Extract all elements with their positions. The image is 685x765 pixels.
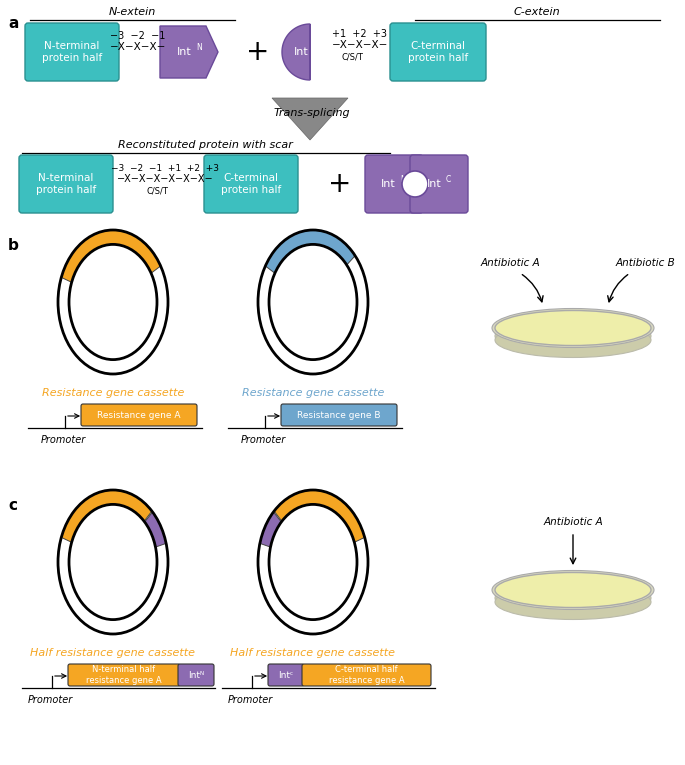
Text: C: C [313,43,319,51]
Polygon shape [265,230,355,273]
FancyBboxPatch shape [410,155,468,213]
Text: Int: Int [427,179,441,189]
Text: Int: Int [381,179,395,189]
Text: C: C [446,174,451,184]
FancyBboxPatch shape [268,664,304,686]
Text: C/S/T: C/S/T [341,53,363,61]
Polygon shape [145,512,166,547]
Text: C-terminal
protein half: C-terminal protein half [221,173,281,195]
Text: Int: Int [294,47,308,57]
Text: Resistance gene A: Resistance gene A [97,411,181,419]
FancyBboxPatch shape [25,23,119,81]
Text: N-extein: N-extein [108,7,155,17]
FancyBboxPatch shape [81,404,197,426]
Text: a: a [8,16,18,31]
Text: Intᶜ: Intᶜ [278,670,294,679]
Text: C/S/T: C/S/T [146,187,168,196]
Text: N-terminal
protein half: N-terminal protein half [42,41,102,63]
Text: −X−X−X−: −X−X−X− [110,42,166,52]
Polygon shape [160,26,218,78]
FancyBboxPatch shape [302,664,431,686]
Text: C-terminal
protein half: C-terminal protein half [408,41,468,63]
Text: −3  −2  −1  +1  +2  +3: −3 −2 −1 +1 +2 +3 [111,164,219,172]
Text: N: N [400,174,406,184]
Text: Resistance gene B: Resistance gene B [297,411,381,419]
Text: Promoter: Promoter [27,695,73,705]
Text: Resistance gene cassette: Resistance gene cassette [242,388,384,398]
Text: Trans-splicing: Trans-splicing [274,108,350,118]
FancyBboxPatch shape [281,404,397,426]
FancyBboxPatch shape [390,23,486,81]
FancyBboxPatch shape [68,664,180,686]
Polygon shape [272,98,348,140]
Ellipse shape [492,308,654,347]
FancyBboxPatch shape [19,155,113,213]
Text: Promoter: Promoter [227,695,273,705]
Polygon shape [282,24,310,80]
Polygon shape [62,490,152,542]
Text: Antibiotic B: Antibiotic B [615,258,675,268]
Text: −X−X−X−X−X−X−: −X−X−X−X−X−X− [116,174,213,184]
Text: +: + [247,38,270,66]
Polygon shape [274,490,364,542]
Text: Intᴺ: Intᴺ [188,670,204,679]
Text: Half resistance gene cassette: Half resistance gene cassette [230,648,395,658]
Text: C-terminal half
resistance gene A: C-terminal half resistance gene A [329,666,404,685]
Ellipse shape [495,581,651,616]
Ellipse shape [495,577,651,611]
Text: c: c [8,498,17,513]
Ellipse shape [495,314,651,350]
FancyBboxPatch shape [365,155,423,213]
Text: N-terminal
protein half: N-terminal protein half [36,173,96,195]
Text: +1  +2  +3: +1 +2 +3 [332,29,388,39]
Text: Antibiotic A: Antibiotic A [543,517,603,527]
Text: N-terminal half
resistance gene A: N-terminal half resistance gene A [86,666,162,685]
Circle shape [402,171,428,197]
Polygon shape [260,512,282,547]
Ellipse shape [492,571,654,610]
Ellipse shape [495,323,651,357]
FancyBboxPatch shape [204,155,298,213]
Text: Int: Int [177,47,191,57]
Ellipse shape [495,311,651,346]
Text: Antibiotic A: Antibiotic A [480,258,540,268]
FancyBboxPatch shape [178,664,214,686]
Text: b: b [8,238,19,253]
Ellipse shape [495,584,651,620]
Polygon shape [62,230,160,282]
Text: Reconstituted protein with scar: Reconstituted protein with scar [118,140,292,150]
Text: Resistance gene cassette: Resistance gene cassette [42,388,184,398]
Text: −X−X−X−: −X−X−X− [332,40,388,50]
Ellipse shape [495,572,651,607]
Text: N: N [196,43,202,51]
Text: C-extein: C-extein [514,7,560,17]
Text: Promoter: Promoter [40,435,86,445]
Text: Promoter: Promoter [240,435,286,445]
Text: −3  −2  −1: −3 −2 −1 [110,31,166,41]
Text: +: + [328,170,351,198]
Text: Half resistance gene cassette: Half resistance gene cassette [31,648,195,658]
Ellipse shape [495,318,651,353]
